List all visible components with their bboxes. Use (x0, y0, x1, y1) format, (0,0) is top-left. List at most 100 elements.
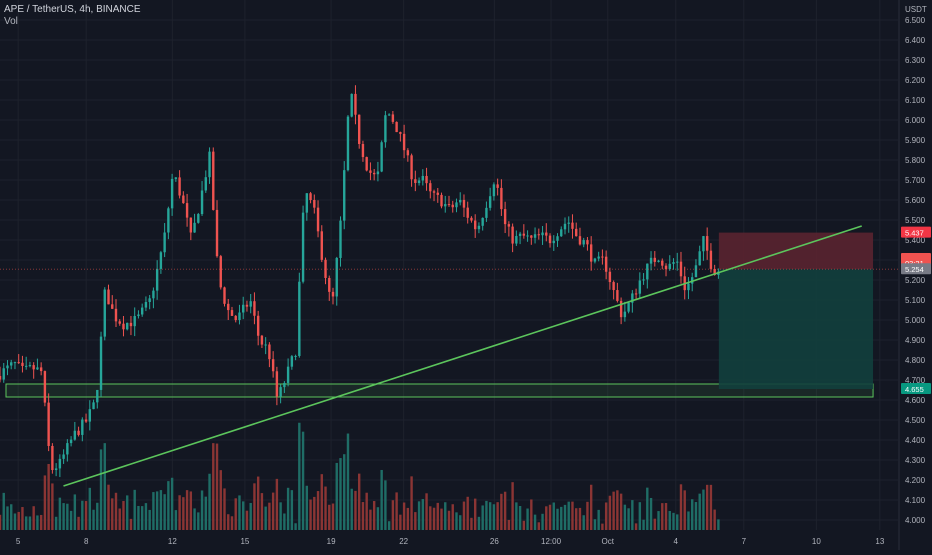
volume-bar (522, 520, 526, 530)
volume-bar (358, 473, 361, 530)
price-tick-label: 5.000 (905, 316, 926, 325)
candle-body (39, 367, 43, 372)
candle-body (324, 259, 327, 278)
price-tick-label: 5.500 (905, 216, 926, 225)
candle-body (320, 231, 323, 260)
time-tick-label: 4 (674, 537, 679, 546)
volume-bar (271, 492, 275, 530)
volume-bar (384, 480, 387, 530)
volume-bar (2, 492, 5, 530)
candle-body (2, 368, 5, 380)
candle-body (10, 362, 13, 366)
candle-body (500, 187, 503, 210)
candle-body (698, 251, 701, 266)
volume-bar (126, 495, 129, 530)
candle-body (167, 208, 170, 233)
candle-body (530, 235, 533, 238)
volume-bar (167, 481, 170, 530)
volume-bar (470, 517, 473, 530)
symbol-title: APE / TetherUS, 4h, BINANCE (4, 4, 141, 15)
candle-body (653, 257, 656, 262)
candle-body (402, 133, 406, 151)
candle-body (294, 355, 297, 357)
volume-bar (339, 458, 342, 530)
candle-body (556, 236, 559, 241)
candle-body (335, 257, 338, 297)
volume-bar (623, 504, 627, 530)
candle-body (305, 193, 309, 213)
volume-bar (88, 487, 91, 530)
volume-bar (223, 488, 226, 530)
candle-body (507, 224, 511, 227)
candle-body (253, 301, 256, 316)
volume-bar (114, 492, 118, 530)
volume-bar (227, 514, 230, 530)
candle-body (152, 290, 155, 299)
volume-bar (421, 499, 425, 530)
volume-bar (343, 454, 346, 530)
volume-bar (242, 501, 245, 530)
candle-body (691, 277, 694, 284)
price-tick-label: 5.100 (905, 296, 926, 305)
candle-body (436, 192, 439, 195)
stop-loss-zone[interactable] (718, 232, 874, 270)
candle-body (144, 302, 148, 308)
volume-bar (578, 507, 582, 530)
volume-bar (6, 506, 9, 530)
candle-body (709, 250, 713, 269)
volume-bar (331, 503, 335, 530)
candle-body (197, 214, 200, 223)
volume-bar (717, 519, 720, 530)
trendline[interactable] (63, 225, 862, 487)
candle-body (702, 236, 705, 252)
candle-body (137, 314, 140, 317)
candle-body (69, 439, 73, 444)
volume-bar (691, 499, 694, 530)
candle-body (601, 256, 604, 258)
volume-bar (530, 499, 533, 530)
price-tick-label: 5.900 (905, 136, 926, 145)
candle-body (455, 202, 458, 208)
volume-bar (245, 510, 249, 530)
volume-bar (582, 515, 585, 530)
candle-body (545, 232, 548, 236)
candle-body (189, 217, 193, 233)
volume-bar (47, 463, 50, 530)
volume-bar (234, 498, 237, 530)
volume-bar (13, 513, 17, 530)
drawing-zones (5, 232, 874, 398)
candle-body (301, 212, 305, 282)
volume-bar (152, 492, 155, 530)
volume-bar (638, 502, 642, 530)
volume-bar (77, 516, 80, 530)
support-zone[interactable] (5, 383, 874, 398)
candle-body (24, 365, 28, 367)
volume-bar (455, 512, 458, 530)
candle-body (664, 265, 668, 270)
candle-body (43, 371, 47, 403)
volume-bar (376, 507, 380, 530)
candle-body (223, 287, 226, 304)
candle-body (6, 365, 9, 369)
volume-bar (705, 484, 709, 530)
volume-bar (256, 476, 260, 530)
volume-bar (200, 490, 204, 530)
candle-body (268, 344, 271, 360)
candle-body (372, 172, 376, 175)
volume-bar (133, 489, 136, 530)
price-tick-label: 6.300 (905, 56, 926, 65)
candle-body (496, 184, 499, 188)
price-tick-label: 4.600 (905, 396, 926, 405)
volume-bar (399, 514, 402, 530)
candle-body (417, 180, 421, 184)
take-profit-zone[interactable] (718, 269, 874, 389)
volume-bar (459, 515, 462, 530)
volume-bar (473, 498, 477, 530)
volume-bar (417, 501, 421, 530)
candle-body (219, 256, 222, 288)
volume-bar (122, 501, 125, 530)
drawings (0, 225, 898, 487)
candle-body (350, 93, 353, 117)
